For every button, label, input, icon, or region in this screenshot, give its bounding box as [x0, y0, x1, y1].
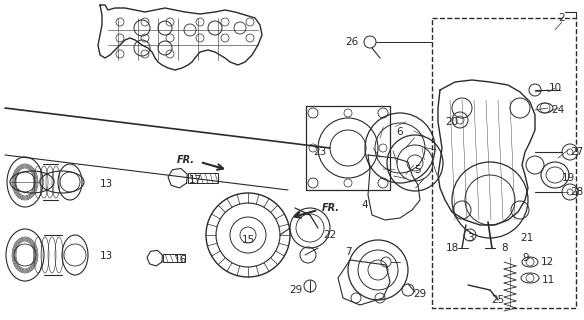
Bar	[163, 254, 185, 262]
Text: 21: 21	[520, 233, 534, 243]
Bar	[188, 173, 218, 183]
Text: 12: 12	[540, 257, 554, 267]
Text: 20: 20	[446, 117, 458, 127]
Text: 2: 2	[559, 13, 565, 23]
Text: 17: 17	[189, 175, 201, 185]
Text: 7: 7	[345, 247, 352, 257]
Text: 13: 13	[99, 251, 113, 261]
Text: 27: 27	[571, 147, 583, 157]
Text: 26: 26	[345, 37, 359, 47]
Text: 23: 23	[314, 147, 326, 157]
Text: 29: 29	[413, 289, 427, 299]
Text: 28: 28	[571, 187, 583, 197]
Text: 22: 22	[324, 230, 336, 240]
Text: 10: 10	[548, 83, 562, 93]
Text: 18: 18	[446, 243, 458, 253]
Text: 15: 15	[241, 235, 255, 245]
Text: 11: 11	[541, 275, 555, 285]
Text: 24: 24	[551, 105, 565, 115]
Text: 9: 9	[523, 253, 529, 263]
Text: 5: 5	[415, 165, 421, 175]
Text: 16: 16	[173, 255, 187, 265]
Text: 8: 8	[502, 243, 508, 253]
Text: 25: 25	[491, 295, 505, 305]
Text: 13: 13	[99, 179, 113, 189]
Text: 6: 6	[397, 127, 404, 137]
Text: 19: 19	[561, 173, 575, 183]
Text: FR.: FR.	[177, 155, 195, 165]
Text: 4: 4	[361, 200, 369, 210]
Text: FR.: FR.	[322, 203, 340, 213]
Text: 29: 29	[290, 285, 303, 295]
Text: 3: 3	[467, 233, 473, 243]
